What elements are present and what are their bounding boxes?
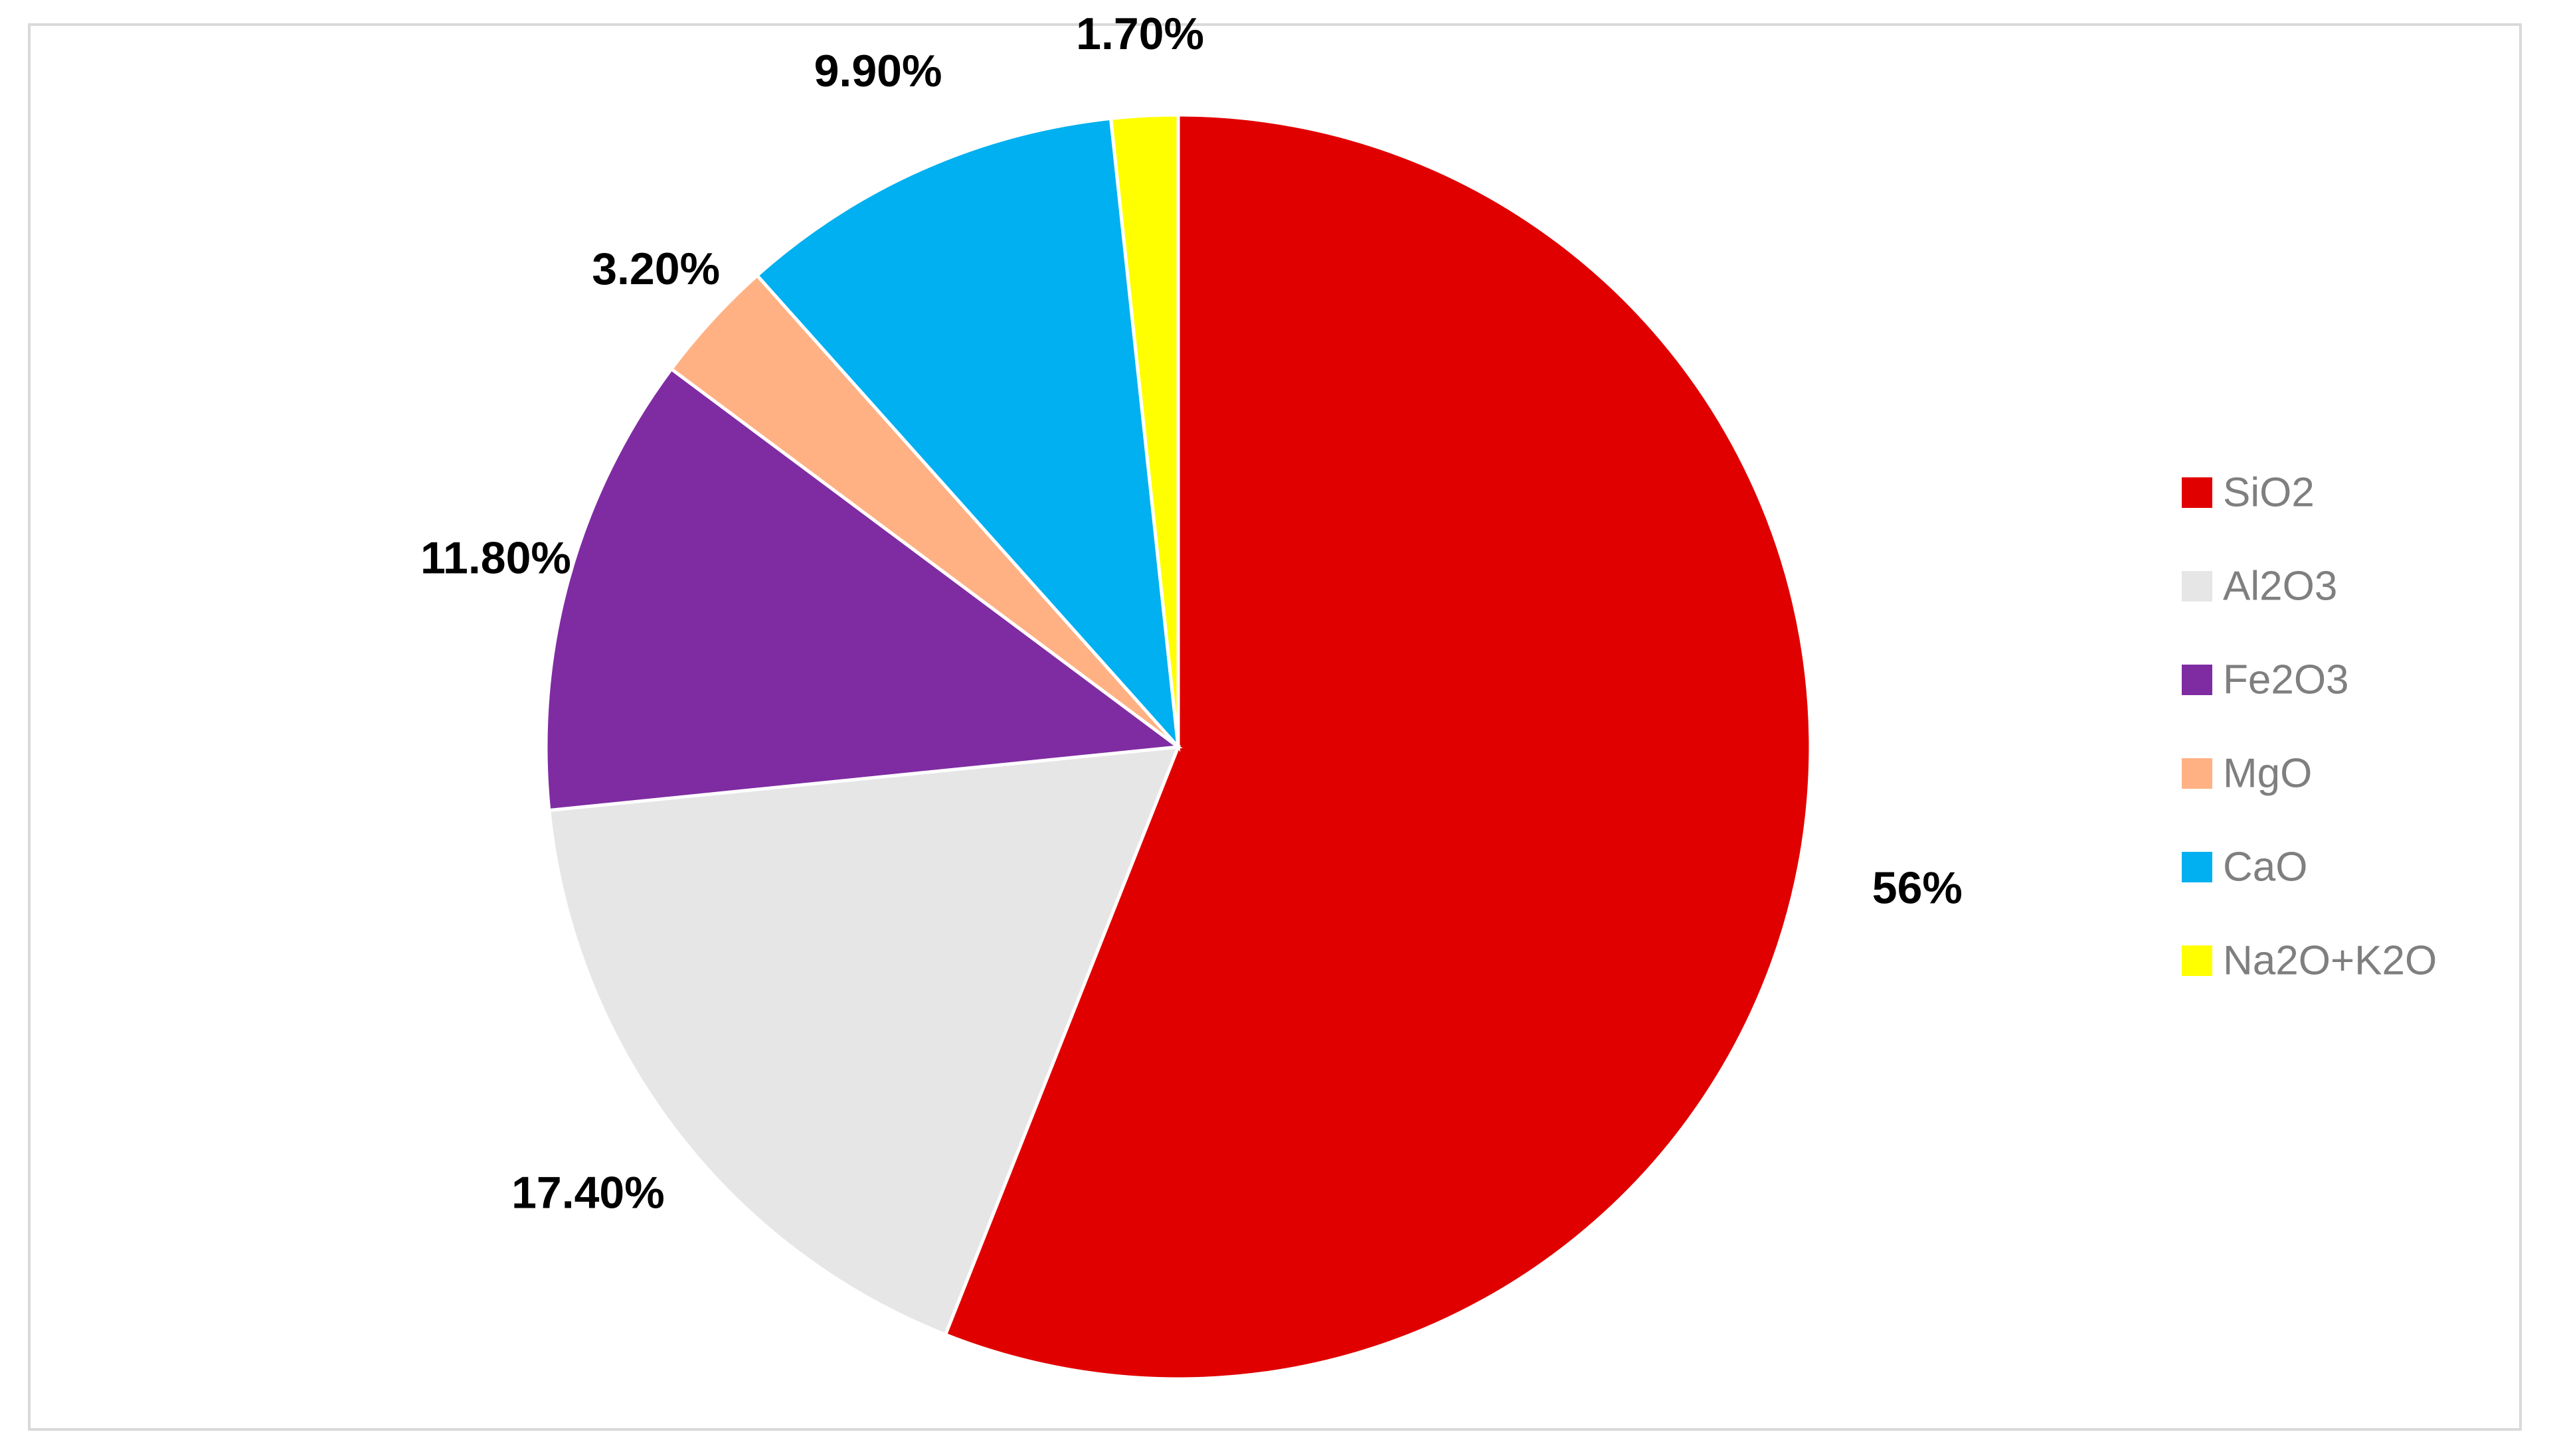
pie-slice-sio2	[943, 113, 1812, 1381]
data-label-al2o3: 17.40%	[511, 1168, 665, 1218]
pie-slices	[544, 113, 1812, 1381]
legend-label: MgO	[2223, 751, 2312, 797]
legend-label: CaO	[2223, 845, 2307, 890]
pie-slice-fe2o3	[544, 366, 1183, 813]
legend-item-na2o-k2o: Na2O+K2O	[2182, 938, 2437, 984]
legend-item-mgo: MgO	[2182, 751, 2312, 797]
legend-swatch	[2182, 852, 2212, 882]
legend-swatch	[2182, 477, 2212, 508]
legend-label: SiO2	[2223, 470, 2315, 516]
legend-label: Na2O+K2O	[2223, 938, 2437, 984]
pie-slice-al2o3	[547, 745, 1181, 1337]
legend-swatch	[2182, 665, 2212, 695]
data-label-na2o-k2o: 1.70%	[1076, 9, 1204, 59]
legend-item-sio2: SiO2	[2182, 470, 2315, 516]
legend-item-cao: CaO	[2182, 845, 2307, 890]
legend-swatch	[2182, 758, 2212, 789]
data-label-fe2o3: 11.80%	[420, 532, 571, 583]
legend: SiO2 Al2O3 Fe2O3 MgO CaO Na2O+K2O	[2182, 470, 2437, 984]
data-label-sio2: 56%	[1872, 862, 1963, 913]
data-label-mgo: 3.20%	[592, 244, 720, 294]
legend-item-al2o3: Al2O3	[2182, 564, 2337, 609]
pie-slice-cao	[754, 116, 1181, 752]
legend-label: Fe2O3	[2223, 657, 2349, 703]
legend-item-fe2o3: Fe2O3	[2182, 657, 2349, 703]
data-label-cao: 9.90%	[814, 46, 942, 96]
pie-data-labels: 56% 17.40% 11.80% 3.20% 9.90% 1.70%	[420, 9, 1963, 1218]
legend-label: Al2O3	[2223, 564, 2337, 609]
pie-slice-na2o-k2o	[1108, 113, 1180, 748]
legend-swatch	[2182, 945, 2212, 976]
legend-swatch	[2182, 571, 2212, 602]
